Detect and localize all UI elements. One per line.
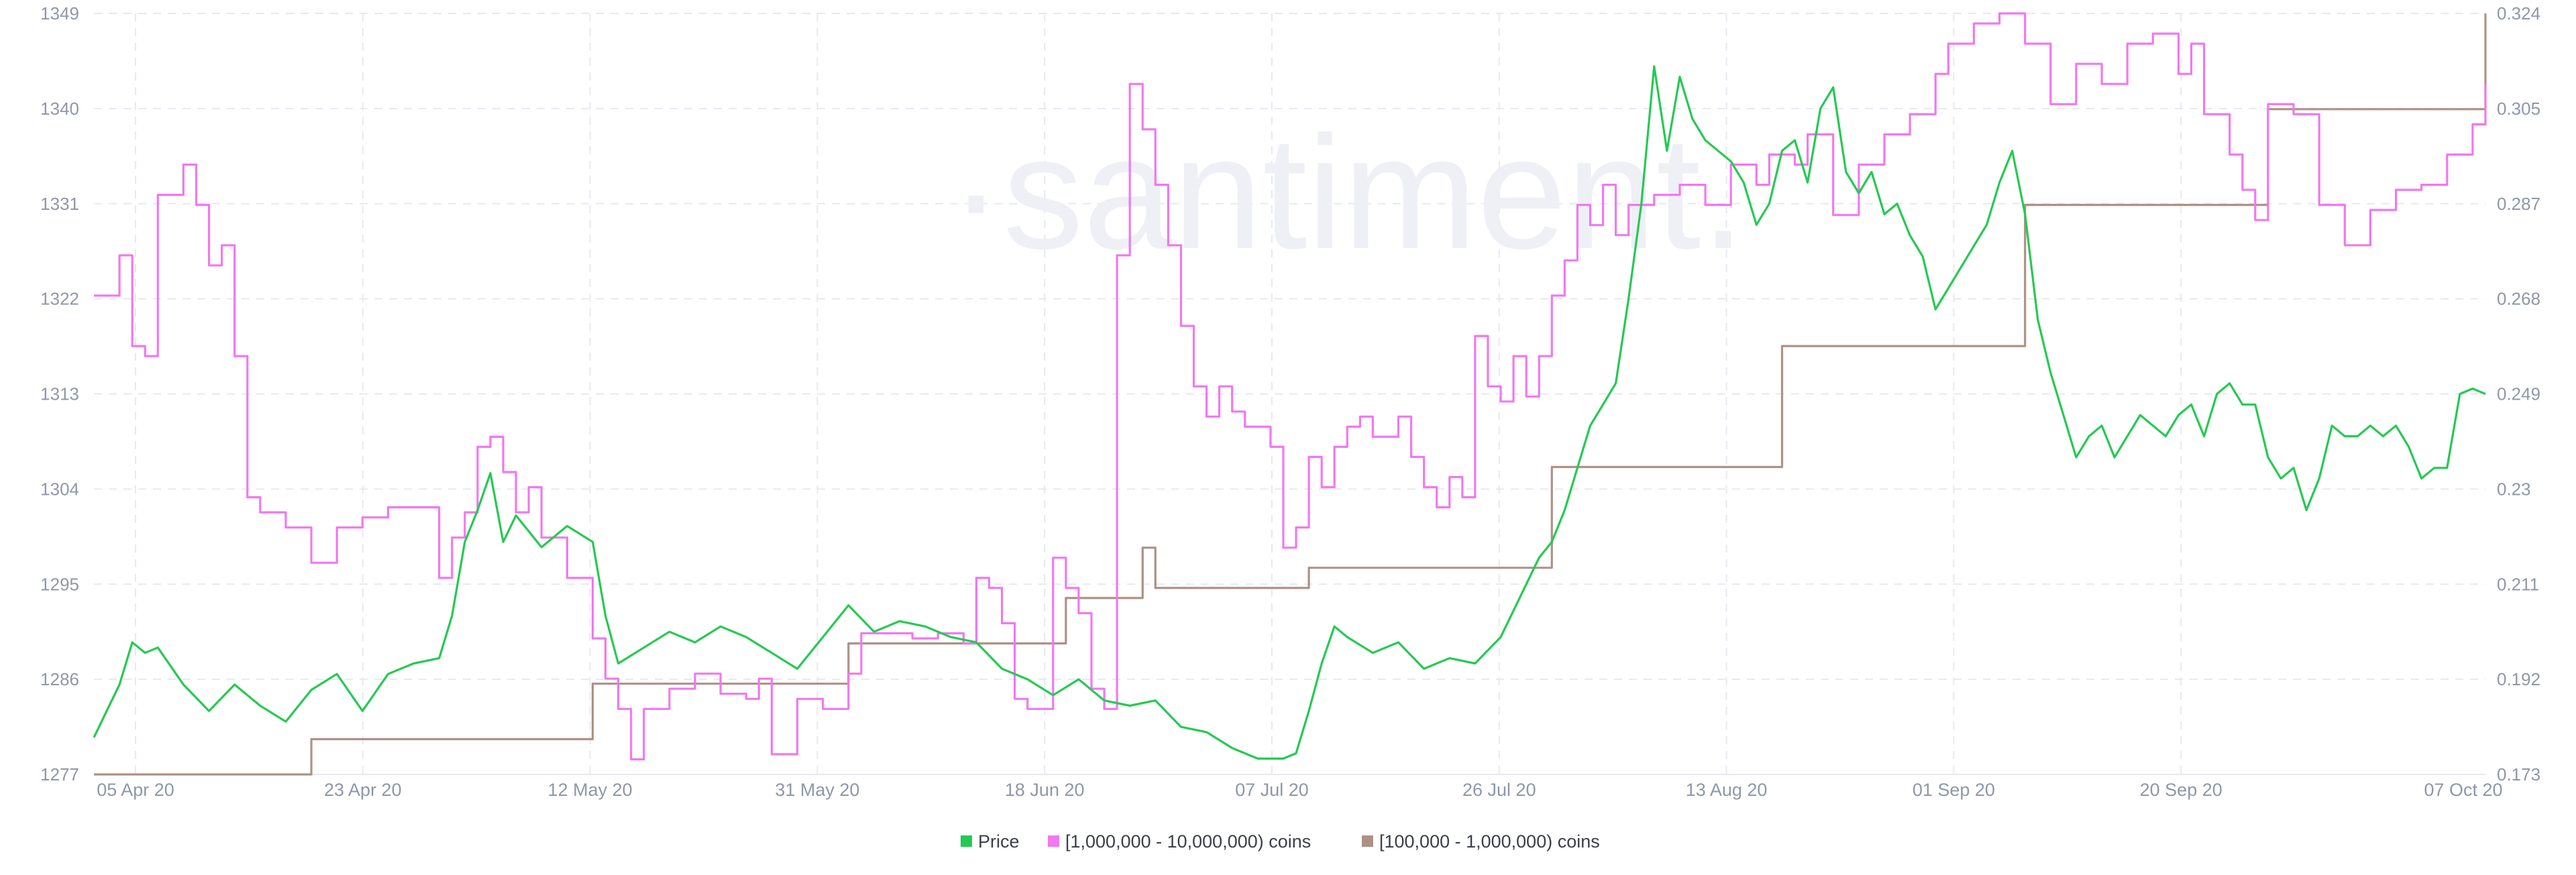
y-tick-right: 0.249: [2497, 384, 2540, 404]
y-tick-left: 1313: [40, 384, 79, 404]
x-tick-label: 07 Oct 20: [2424, 780, 2502, 800]
x-tick-label: 13 Aug 20: [1686, 780, 1768, 800]
y-tick-right: 0.287: [2497, 194, 2540, 214]
x-tick-label: 18 Jun 20: [1005, 780, 1085, 800]
series-lines: [93, 12, 2487, 776]
x-tick-label: 23 Apr 20: [324, 780, 402, 800]
legend-item-price[interactable]: Price: [961, 831, 1020, 852]
watermark-text: ·santiment.: [949, 103, 1746, 282]
legend-label: Price: [978, 831, 1020, 852]
legend-swatch: [961, 835, 972, 847]
y-tick-right: 0.192: [2497, 669, 2540, 689]
y-tick-right: 0.211: [2497, 574, 2539, 594]
y-tick-right: 0.268: [2497, 289, 2540, 309]
y-tick-left: 1349: [40, 3, 79, 23]
legend-swatch: [1362, 835, 1373, 847]
legend-swatch: [1048, 835, 1059, 847]
y-tick-right: 0.173: [2497, 764, 2540, 784]
legend[interactable]: Price [1,000,000 - 10,000,000) coins [100,…: [961, 831, 1600, 852]
legend-label: [100,000 - 1,000,000) coins: [1379, 831, 1600, 852]
x-tick-label: 20 Sep 20: [2140, 780, 2222, 800]
y-tick-left: 1322: [40, 289, 79, 309]
x-tick-label: 01 Sep 20: [1913, 780, 1995, 800]
x-tick-label: 12 May 20: [548, 780, 633, 800]
series-line-medium-holders: [94, 13, 2487, 776]
legend-item-large-holders[interactable]: [1,000,000 - 10,000,000) coins: [1048, 831, 1311, 852]
legend-item-medium-holders[interactable]: [100,000 - 1,000,000) coins: [1362, 831, 1600, 852]
y-tick-left: 1331: [40, 194, 79, 214]
y-tick-left: 1286: [40, 669, 79, 689]
y-tick-right: 0.23: [2497, 479, 2531, 499]
y-tick-left: 1277: [40, 764, 79, 784]
y-tick-right: 0.324: [2497, 3, 2540, 23]
x-tick-label: 07 Jul 20: [1235, 780, 1309, 800]
series-line-large-holders: [94, 12, 2487, 761]
left-y-axis: 1277 1286 1295 1304 1313 1322 1331 1340 1349: [40, 3, 79, 784]
y-tick-left: 1340: [40, 99, 79, 119]
x-axis: 05 Apr 20 23 Apr 20 12 May 20 31 May 20 18 J…: [97, 780, 2502, 800]
x-tick-label: 05 Apr 20: [97, 780, 174, 800]
right-y-axis: 0.173 0.192 0.211 0.23 0.249 0.268 0.287 0.305 0…: [2497, 3, 2540, 784]
y-tick-left: 1295: [40, 574, 79, 594]
y-tick-right: 0.305: [2497, 99, 2540, 119]
legend-label: [1,000,000 - 10,000,000) coins: [1065, 831, 1311, 852]
series-line-price: [93, 65, 2486, 760]
x-tick-label: 31 May 20: [775, 780, 859, 800]
x-tick-label: 26 Jul 20: [1462, 780, 1536, 800]
y-tick-left: 1304: [40, 479, 79, 499]
